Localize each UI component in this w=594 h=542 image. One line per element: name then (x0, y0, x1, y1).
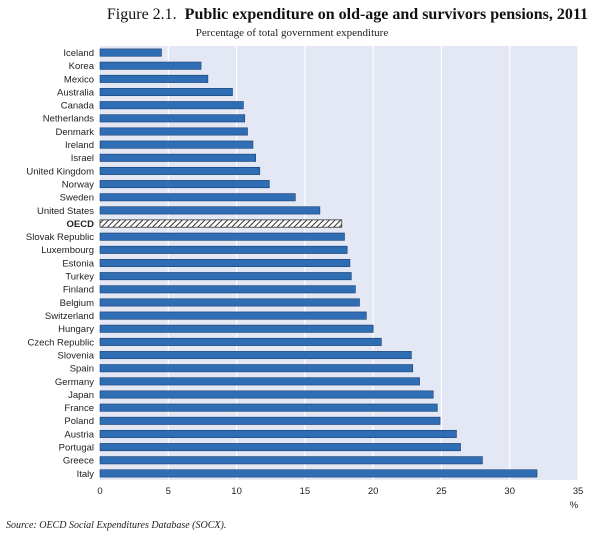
bar (99, 351, 412, 360)
bar (99, 324, 374, 333)
chart-title: Public expenditure on old-age and surviv… (184, 6, 588, 23)
bar (99, 61, 202, 70)
bar (99, 193, 296, 202)
x-axis-label: % (570, 500, 579, 511)
bar (99, 245, 348, 254)
x-tick-label: 20 (368, 486, 379, 497)
bar (99, 456, 483, 465)
bar (99, 403, 438, 412)
category-label: Netherlands (43, 114, 94, 125)
category-label: Japan (68, 390, 94, 401)
category-label: Switzerland (45, 311, 94, 322)
category-label: Canada (61, 101, 95, 112)
bar (99, 206, 321, 215)
bar (99, 390, 434, 399)
category-label: Czech Republic (27, 337, 94, 348)
bar (99, 416, 441, 425)
x-tick-label: 30 (504, 486, 515, 497)
chart-subtitle: Percentage of total government expenditu… (195, 27, 389, 39)
bar (99, 285, 356, 294)
category-label: Turkey (65, 272, 94, 283)
category-label: Israel (71, 153, 94, 164)
category-label: Slovak Republic (26, 232, 94, 243)
x-tick-label: 25 (436, 486, 447, 497)
bar (99, 101, 244, 110)
category-label: Australia (57, 87, 95, 98)
category-label: OECD (67, 219, 95, 230)
category-label: France (64, 403, 94, 414)
bar (99, 74, 209, 83)
bar (99, 364, 414, 373)
bar (99, 153, 256, 162)
bar (99, 127, 248, 136)
bar (99, 311, 367, 320)
category-labels: Iceland Korea Mexico Australia Canada Netherl… (26, 48, 95, 480)
bar (99, 298, 360, 307)
category-label: Slovenia (58, 350, 95, 361)
category-label: Belgium (60, 298, 94, 309)
bars (99, 48, 538, 478)
category-label: Estonia (62, 258, 94, 269)
figure-label: Figure 2.1. (106, 6, 177, 23)
x-tick-label: 5 (166, 486, 171, 497)
category-label: Mexico (64, 74, 94, 85)
x-tick-label: 15 (300, 486, 311, 497)
category-label: United States (37, 206, 94, 217)
source-note: Source: OECD Social Expenditures Databas… (6, 520, 227, 531)
category-label: Poland (64, 416, 94, 427)
category-label: Austria (64, 429, 94, 440)
category-label: Hungary (58, 324, 94, 335)
bar (99, 377, 420, 386)
bar (99, 48, 162, 57)
category-label: Sweden (60, 193, 94, 204)
bar (99, 272, 352, 281)
category-label: Luxembourg (41, 245, 94, 256)
category-label: Spain (70, 364, 94, 375)
bar (99, 180, 270, 189)
bar-oecd (99, 219, 343, 228)
category-label: Finland (63, 285, 94, 296)
category-label: Italy (77, 469, 95, 480)
bar (99, 469, 538, 478)
bar (99, 259, 351, 267)
category-label: Norway (62, 179, 94, 190)
category-label: Korea (69, 61, 95, 72)
x-tick-label: 35 (573, 486, 584, 497)
x-axis-ticks: 0 5 10 15 20 25 30 35 (97, 486, 583, 497)
chart-title-row: Figure 2.1. Public expenditure on old-ag… (0, 6, 588, 24)
bar (99, 232, 345, 241)
x-tick-label: 10 (231, 486, 242, 497)
bar (99, 88, 233, 97)
bar (99, 140, 254, 149)
category-label: Greece (63, 456, 94, 467)
category-label: Germany (55, 377, 94, 388)
category-label: Portugal (59, 443, 94, 454)
category-label: Iceland (63, 48, 94, 59)
x-tick-label: 0 (97, 486, 102, 497)
category-label: United Kingdom (26, 166, 94, 177)
bar (99, 443, 461, 452)
bar (99, 429, 457, 438)
bar (99, 337, 382, 346)
category-label: Denmark (55, 127, 94, 138)
category-label: Ireland (65, 140, 94, 151)
bar (99, 114, 246, 123)
bar (99, 166, 261, 175)
